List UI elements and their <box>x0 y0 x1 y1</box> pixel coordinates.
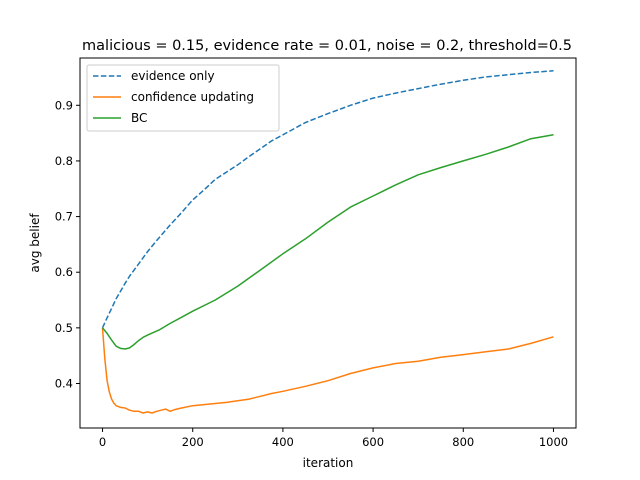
series-line-confidence-updating <box>101 327 554 414</box>
chart-title: malicious = 0.15, evidence rate = 0.01, … <box>82 38 572 54</box>
y-tick-label: 0.7 <box>55 210 73 224</box>
x-tick-label: 0 <box>99 435 106 449</box>
y-tick-label: 0.8 <box>55 154 73 168</box>
x-tick-label: 600 <box>362 435 384 449</box>
x-axis: 0 200 400 600 800 1000 <box>99 428 568 449</box>
y-tick-label: 0.6 <box>55 265 73 279</box>
series-layer <box>101 70 554 414</box>
y-tick-label: 0.4 <box>55 376 73 390</box>
series-line-evidence-only <box>101 70 554 329</box>
x-tick-label: 800 <box>452 435 474 449</box>
y-axis-label: avg belief <box>28 213 42 273</box>
legend-box <box>86 64 280 132</box>
x-tick-label: 1000 <box>539 435 568 449</box>
legend-label-evidence-only: evidence only <box>131 69 215 83</box>
legend-label-confidence-updating: confidence updating <box>131 90 254 104</box>
y-tick-label: 0.9 <box>55 98 73 112</box>
y-axis: 0.4 0.5 0.6 0.7 0.8 0.9 <box>55 98 80 390</box>
x-tick-label: 200 <box>182 435 204 449</box>
x-axis-label: iteration <box>303 456 354 470</box>
legend: evidence only confidence updating BC <box>86 64 280 132</box>
x-tick-label: 400 <box>272 435 294 449</box>
plot-frame <box>79 57 577 429</box>
legend-label-bc: BC <box>131 111 147 125</box>
y-tick-label: 0.5 <box>55 321 73 335</box>
series-line-bc <box>101 134 554 350</box>
